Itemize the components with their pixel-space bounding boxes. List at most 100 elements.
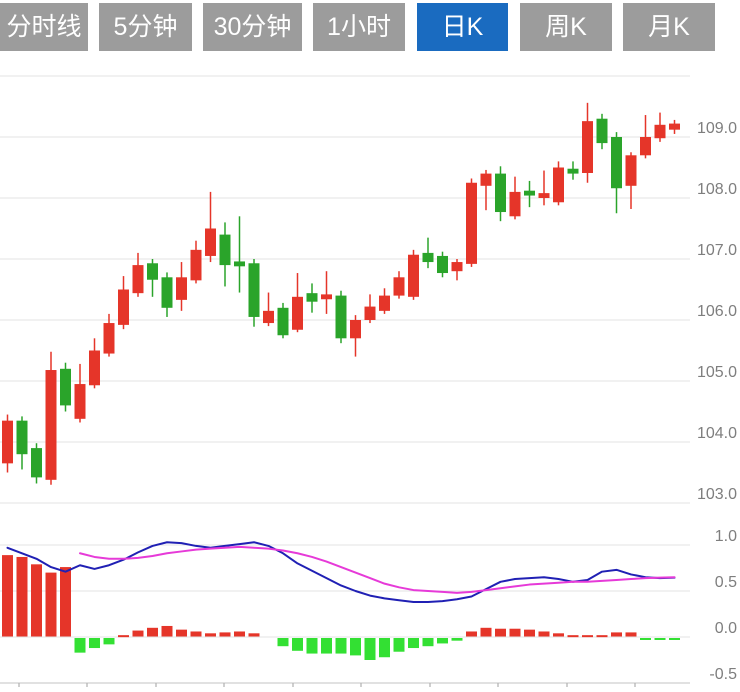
macd-bar-positive — [2, 555, 13, 637]
candle-body — [60, 368, 71, 406]
macd-bar-positive — [509, 628, 521, 637]
dif-line — [6, 541, 676, 604]
axis-labels: 109.0 108.0 107.0 106.0 105.0 104.0 103.0 1.0 0.… — [697, 120, 737, 683]
macd-bar-negative — [669, 638, 680, 640]
candle-body — [335, 295, 347, 339]
macd-bar-positive — [611, 632, 622, 637]
tab-5分钟[interactable]: 5分钟 — [99, 3, 192, 51]
tab-分时线[interactable]: 分时线 — [0, 3, 88, 51]
candle-body — [611, 137, 622, 189]
tab-日K-active[interactable]: 日K — [417, 3, 508, 51]
macd-bar-negative — [654, 638, 666, 640]
candle-body — [321, 294, 332, 300]
y-axis-label: 0.5 — [715, 574, 737, 591]
candle-body — [103, 323, 115, 354]
candle-body — [480, 173, 492, 186]
macd-bar-positive — [596, 635, 608, 638]
candle-body — [654, 124, 666, 139]
candle-body — [567, 168, 579, 174]
candle-body — [248, 263, 260, 317]
y-axis-label: 109.0 — [697, 120, 737, 137]
candle-body — [669, 123, 680, 130]
candle-body — [524, 190, 535, 196]
macd-bar-positive — [495, 628, 506, 637]
macd-bar-positive — [524, 629, 535, 637]
candle-body — [466, 182, 477, 264]
y-axis-label: -0.5 — [709, 666, 737, 683]
candle-body — [132, 265, 144, 294]
tab-月K[interactable]: 月K — [623, 3, 715, 51]
macd-bar-positive — [234, 631, 245, 637]
macd-bar-positive — [567, 635, 579, 638]
macd-bar-negative — [437, 638, 448, 644]
macd-bar-negative — [408, 638, 419, 649]
macd-bar-positive — [190, 631, 202, 637]
macd-bar-positive — [480, 627, 492, 637]
tab-1小时[interactable]: 1小时 — [313, 3, 405, 51]
candle-body — [422, 252, 434, 263]
candle-body — [147, 263, 158, 280]
candle-body — [596, 118, 608, 144]
candle-body — [408, 254, 419, 297]
candle-body — [118, 289, 129, 325]
candle-body — [2, 420, 13, 464]
candle-body — [45, 370, 57, 480]
macd-bar-positive — [45, 572, 57, 637]
candle-body — [277, 307, 289, 336]
macd-bar-negative — [451, 638, 463, 641]
macd-bar-positive — [582, 635, 593, 638]
macd-bar-positive — [176, 629, 187, 637]
tab-周K[interactable]: 周K — [520, 3, 612, 51]
candle-body — [582, 121, 593, 173]
macd-bar-negative — [292, 638, 303, 651]
macd-bar-negative — [364, 638, 376, 660]
y-axis-label: 105.0 — [697, 364, 737, 381]
candle-body — [263, 310, 274, 324]
candle-body — [509, 191, 521, 217]
y-axis-label: 0.0 — [715, 620, 737, 637]
candle-body — [89, 350, 100, 386]
macd-bar-positive — [31, 564, 42, 637]
macd-bar-positive — [553, 633, 564, 637]
macd-bar-positive — [205, 633, 216, 637]
macd-bar-positive — [538, 631, 550, 637]
macd-bar-positive — [248, 633, 260, 637]
macd-bar-negative — [640, 638, 651, 640]
candle-body — [16, 420, 28, 455]
candle-body — [350, 320, 361, 339]
candle-body — [176, 277, 187, 300]
macd-bar-negative — [379, 638, 390, 658]
candle-body — [292, 296, 303, 330]
macd-bar-negative — [277, 638, 289, 647]
tab-30分钟[interactable]: 30分钟 — [203, 3, 302, 51]
candle-body — [538, 193, 550, 198]
candle-body — [640, 137, 651, 156]
dea-line — [79, 545, 676, 594]
macd-panel — [2, 541, 680, 660]
candle-body — [205, 228, 216, 256]
candle-body — [234, 261, 245, 267]
candle-body — [364, 306, 376, 320]
macd-bar-positive — [161, 625, 173, 637]
candle-body — [393, 277, 405, 296]
macd-bar-positive — [118, 635, 129, 638]
macd-bar-positive — [132, 630, 144, 637]
y-axis-label: 1.0 — [715, 528, 737, 545]
macd-bar-negative — [335, 638, 347, 654]
y-axis-label: 104.0 — [697, 425, 737, 442]
macd-bar-negative — [422, 638, 434, 647]
y-axis-label: 103.0 — [697, 486, 737, 503]
candle-body — [161, 277, 173, 308]
y-axis-label: 108.0 — [697, 181, 737, 198]
macd-bar-positive — [147, 627, 158, 637]
y-axis-label: 106.0 — [697, 303, 737, 320]
macd-bar-negative — [321, 638, 332, 654]
candle-body — [495, 173, 506, 213]
period-tabbar: 分时线 5分钟 30分钟 1小时 日K 周K 月K — [0, 3, 740, 51]
macd-bar-positive — [625, 632, 637, 637]
candle-body — [379, 295, 390, 311]
y-axis-label: 107.0 — [697, 242, 737, 259]
candle-body — [190, 249, 202, 281]
